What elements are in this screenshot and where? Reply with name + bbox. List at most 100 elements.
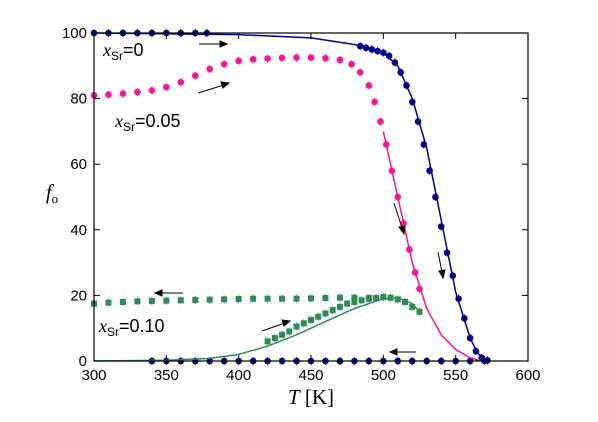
- arrow-x005-drop: [393, 202, 406, 236]
- data-point: [380, 294, 387, 301]
- y-tick-label: 0: [79, 353, 87, 370]
- data-point: [250, 295, 257, 302]
- annotation-x005: xSr=0.05: [114, 111, 181, 134]
- data-point: [344, 300, 351, 307]
- data-point: [371, 98, 378, 106]
- data-point: [373, 295, 380, 302]
- data-point: [348, 60, 355, 68]
- series-x010-cooling: [91, 293, 372, 308]
- data-point: [264, 55, 271, 62]
- x-tick-label: 600: [515, 367, 540, 384]
- y-axis-label: fo: [46, 180, 58, 206]
- data-point: [191, 72, 199, 79]
- y-tick-label: 20: [70, 287, 87, 304]
- direction-arrows: [153, 40, 446, 356]
- data-point: [221, 296, 228, 303]
- fit-line-x010-fit: [93, 296, 421, 362]
- data-point: [336, 56, 344, 64]
- data-point: [315, 313, 322, 320]
- annotation-x010: xSr=0.10: [98, 316, 165, 339]
- data-point: [177, 78, 185, 86]
- series-x0-fit: [93, 32, 490, 362]
- data-point: [336, 303, 343, 310]
- data-point: [307, 54, 315, 61]
- annotation-x0: xSr=0: [102, 40, 144, 63]
- data-point: [235, 57, 242, 65]
- data-point: [148, 297, 155, 304]
- arrow-x0-cooling: [388, 348, 416, 356]
- arrow-x010-heating: [261, 319, 292, 332]
- data-point: [163, 297, 170, 304]
- arrow-x010-cooling: [153, 289, 183, 297]
- data-point: [278, 54, 286, 62]
- data-point: [300, 320, 307, 327]
- data-point: [119, 298, 126, 305]
- chart-marks: [90, 29, 491, 365]
- data-point: [279, 295, 286, 302]
- data-point: [163, 83, 170, 91]
- x-tick-label: 500: [371, 367, 396, 384]
- data-point: [119, 90, 127, 97]
- data-point: [351, 298, 358, 305]
- data-point: [365, 82, 373, 89]
- data-point: [365, 295, 372, 302]
- data-point: [148, 87, 156, 94]
- x-tick-label: 300: [81, 367, 106, 384]
- arrow-x0-heating: [199, 40, 229, 48]
- x-tick-label: 350: [154, 367, 179, 384]
- data-point: [192, 296, 199, 303]
- data-point: [264, 295, 271, 302]
- data-point: [134, 88, 141, 96]
- x-axis-label: T [K]: [288, 385, 334, 409]
- plot-frame: [93, 32, 529, 362]
- y-tick-label: 80: [70, 91, 87, 108]
- data-point: [322, 310, 329, 317]
- series-x005-fit: [382, 131, 482, 362]
- data-point: [105, 299, 112, 306]
- y-tick-label: 60: [70, 156, 87, 173]
- y-tick-label: 40: [70, 222, 87, 239]
- data-point: [293, 295, 300, 302]
- x-tick-label: 400: [226, 367, 251, 384]
- data-point: [336, 294, 343, 301]
- x-tick-label: 450: [298, 367, 323, 384]
- arrow-x005-heating: [197, 81, 231, 94]
- series-x005-heating: [90, 53, 423, 293]
- data-point: [105, 91, 112, 98]
- fit-line-x0-fit: [93, 32, 490, 362]
- data-point: [322, 295, 329, 302]
- data-point: [235, 296, 242, 303]
- y-tick-label: 100: [62, 25, 87, 42]
- data-point: [206, 296, 213, 303]
- x-tick-label: 550: [443, 367, 468, 384]
- data-point: [329, 307, 336, 314]
- fit-line-x005-fit: [382, 131, 482, 362]
- data-point: [271, 335, 278, 342]
- data-point: [134, 298, 141, 305]
- data-point: [286, 328, 293, 335]
- data-point: [177, 297, 184, 304]
- axis-ticks: 300 350 400 450 500 550 600 0 20 40 60 80 100: [62, 25, 541, 384]
- data-point: [308, 317, 314, 323]
- series-x010-heating: [264, 293, 423, 346]
- data-point: [293, 323, 300, 330]
- data-point: [394, 296, 401, 303]
- data-point: [279, 331, 286, 338]
- data-point: [385, 52, 393, 60]
- data-point: [351, 294, 358, 301]
- data-point: [409, 303, 416, 310]
- arrow-x0-drop: [437, 251, 446, 280]
- data-point: [264, 338, 271, 345]
- data-point: [206, 65, 214, 73]
- data-point: [402, 298, 409, 305]
- data-point: [308, 295, 314, 302]
- data-point: [322, 54, 329, 62]
- series-x0-heating: [90, 29, 491, 365]
- data-point: [358, 297, 365, 304]
- data-point: [249, 55, 257, 63]
- series-x010-fit: [93, 296, 421, 362]
- data-point: [356, 69, 364, 76]
- data-point: [293, 54, 300, 61]
- data-point: [377, 118, 384, 125]
